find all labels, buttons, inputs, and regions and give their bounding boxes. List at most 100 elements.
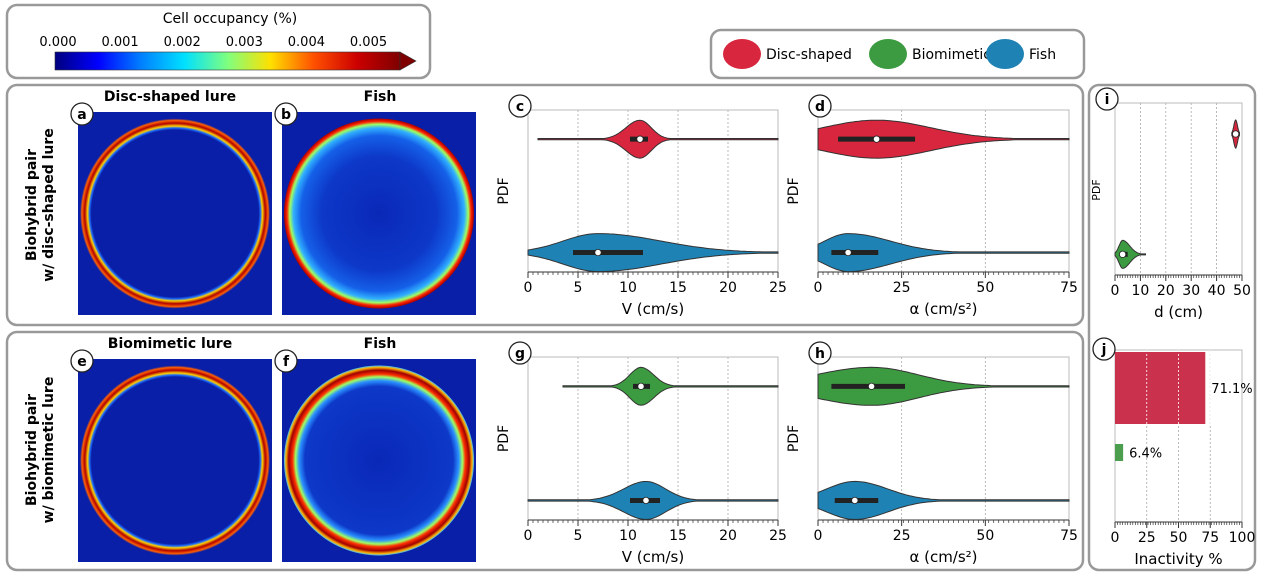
colorbar-title: Cell occupancy (%): [163, 11, 297, 27]
violin-body: [817, 119, 1070, 159]
x-tick-label: 25: [893, 280, 911, 296]
x-tick-label: 0: [814, 528, 823, 544]
legend-label: Fish: [1029, 47, 1056, 63]
heatmap-occupancy: [284, 118, 474, 309]
x-tick-label: 15: [669, 528, 687, 544]
colorbar-tick-label: 0.003: [226, 35, 263, 50]
x-tick-label: 25: [1138, 530, 1156, 546]
chart-panel-c: 0 5 10 15 20 25 V (cm/s) PDF c: [496, 94, 787, 318]
violin-median: [637, 382, 645, 390]
x-tick-label: 0: [1111, 283, 1120, 299]
violin-disc-shaped: [1231, 119, 1240, 150]
x-tick-label: 75: [1201, 530, 1219, 546]
violin-median: [867, 382, 876, 390]
x-tick-label: 25: [893, 528, 911, 544]
heatmap-occupancy: [284, 365, 474, 556]
row-label-2-line1: Biohybrid pair: [24, 394, 40, 506]
x-tick-label: 30: [1182, 283, 1200, 299]
colorbar-gradient: [54, 51, 401, 71]
legend-label: Biomimetic: [912, 47, 991, 63]
x-axis-label: V (cm/s): [622, 300, 684, 318]
x-axis-label: α (cm/s²): [909, 548, 977, 566]
y-axis-label: PDF: [786, 177, 802, 204]
violin-median: [1119, 250, 1127, 258]
x-tick-label: 10: [619, 280, 637, 296]
bar-disc-shaped: [1115, 352, 1206, 424]
heatmap-title: Fish: [364, 336, 397, 352]
legend: Disc-shaped Biomimetic Fish: [709, 28, 1086, 80]
violin-biomimetic: [562, 366, 779, 406]
panel-letter: b: [281, 107, 291, 123]
heatmap-title: Disc-shaped lure: [104, 89, 236, 105]
violin-median: [851, 496, 859, 505]
x-tick-label: 20: [719, 280, 737, 296]
legend-label: Disc-shaped: [766, 47, 852, 63]
chart-panel-i: 0 10 20 30 40 50 d (cm) PDF i: [1090, 87, 1251, 321]
legend-swatch-fish: [986, 39, 1024, 69]
colorbar-tick-label: 0.000: [39, 35, 76, 50]
row-label-2-line2: w/ biomimetic lure: [41, 377, 57, 524]
panel-letter: a: [77, 107, 86, 123]
chart-panel-d: 0 25 50 75 α (cm/s²) PDF d: [786, 94, 1078, 318]
x-tick-label: 50: [976, 528, 994, 544]
panel-letter-badge: [274, 349, 298, 373]
colorbar-tick-label: 0.002: [164, 35, 201, 50]
panel-letter-badge: [808, 341, 832, 365]
colorbar-tick-label: 0.001: [101, 35, 138, 50]
panel-letter: h: [815, 346, 825, 362]
panel-letter: c: [516, 99, 524, 115]
panel-letter: d: [815, 99, 825, 115]
x-tick-label: 20: [719, 528, 737, 544]
chart-panel-h: 0 25 50 75 α (cm/s²) PDF h: [786, 341, 1078, 566]
colorbar-ticks: 0.000 0.001 0.002 0.003 0.004 0.005: [39, 35, 387, 56]
violin-body: [817, 366, 1070, 406]
y-axis-label: PDF: [496, 425, 512, 452]
violin-body: [537, 119, 779, 159]
violin-biomimetic: [1114, 239, 1146, 269]
heatmap-title: Fish: [364, 89, 397, 105]
legend-swatch-biomimetic: [869, 39, 907, 69]
x-tick-label: 100: [1229, 530, 1256, 546]
chart-panel-g: 0 5 10 15 20 25 V (cm/s) PDF g: [496, 341, 787, 566]
heatmap-panel-f: Fish f: [274, 336, 476, 562]
x-tick-label: 20: [1157, 283, 1175, 299]
colorbar-tick-label: 0.004: [288, 35, 325, 50]
heatmap-occupancy: [80, 365, 270, 556]
panel-letter: j: [1101, 342, 1107, 358]
x-tick-label: 40: [1208, 283, 1226, 299]
row-label-1-line2: w/ disc-shaped lure: [41, 128, 57, 282]
y-axis-label: PDF: [786, 425, 802, 452]
violin-fish: [817, 233, 1070, 273]
violin-fish: [527, 481, 779, 520]
x-tick-label: 10: [619, 528, 637, 544]
panel-letter-badge: [274, 102, 298, 126]
x-tick-label: 75: [1060, 528, 1078, 544]
panel-letter-badge: [508, 94, 532, 118]
violin-median: [1232, 130, 1240, 138]
heatmap-panel-e: Biomimetic lure e: [70, 336, 272, 562]
heatmap-panels: Disc-shaped lure a Fish b Biomimetic lure e Fi…: [70, 89, 476, 562]
violin-body: [527, 233, 779, 273]
row-label-1: Biohybrid pair w/ disc-shaped lure: [24, 128, 57, 282]
violin-median: [636, 135, 644, 143]
x-tick-label: 5: [574, 528, 583, 544]
panel-letter: f: [283, 354, 290, 370]
violin-disc-shaped: [537, 119, 779, 159]
panel-letter: i: [1105, 92, 1110, 108]
row-box-1: [5, 83, 1085, 327]
panel-letter-badge: [1095, 87, 1119, 111]
side-box: [1087, 83, 1257, 572]
x-tick-label: 0: [524, 280, 533, 296]
x-tick-label: 0: [524, 528, 533, 544]
violin-biomimetic: [817, 366, 1070, 406]
violin-body: [817, 233, 1070, 273]
bar-value-label: 71.1%: [1211, 382, 1252, 397]
bar-value-label: 6.4%: [1129, 447, 1162, 462]
panel-letter: e: [77, 354, 87, 370]
violin-median: [844, 248, 852, 257]
x-tick-label: 50: [1233, 283, 1251, 299]
colorbar-extend-arrow: [399, 51, 417, 71]
heatmap-panel-a: Disc-shaped lure a: [70, 89, 272, 315]
